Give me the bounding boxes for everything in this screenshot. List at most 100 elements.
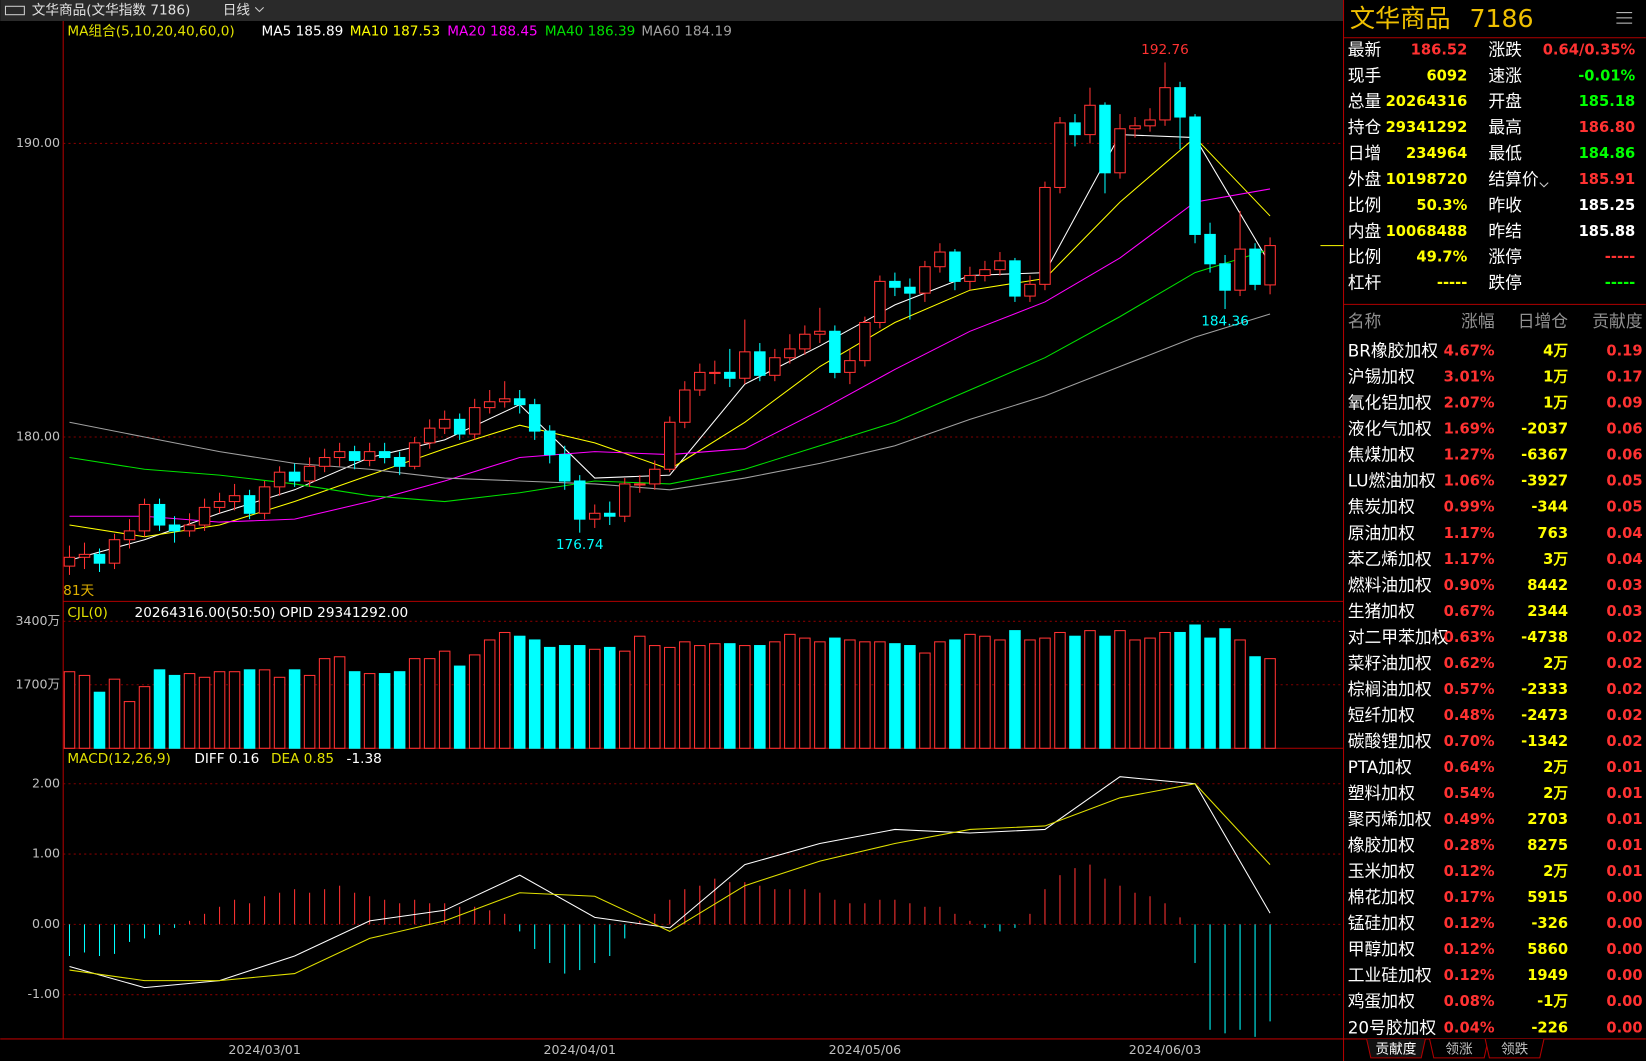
- candle-body: [949, 251, 961, 282]
- component-cell: 2万: [1543, 863, 1568, 880]
- volume-bar: [844, 639, 856, 749]
- candle-body: [784, 348, 796, 359]
- component-cell: -4738: [1521, 629, 1568, 646]
- volume-bar: [799, 637, 811, 749]
- volume-bar: [153, 669, 166, 749]
- x-tick-label: 2024/04/01: [543, 1042, 616, 1057]
- menu-icon[interactable]: [4, 5, 25, 16]
- component-cell: 0.01: [1606, 785, 1642, 802]
- quote-value: 185.91: [1579, 171, 1636, 188]
- component-cell: 0.02: [1606, 707, 1642, 724]
- component-cell: 1.17%: [1444, 551, 1495, 568]
- candle-body: [498, 398, 511, 403]
- volume-bar: [1114, 630, 1126, 749]
- volume-bar: [694, 645, 706, 749]
- component-cell: 0.00: [1606, 915, 1642, 932]
- quote-label: 总量: [1348, 91, 1382, 111]
- candle-body: [63, 556, 76, 567]
- legend-entry: MA20 188.45: [447, 23, 537, 39]
- column-header[interactable]: 名称: [1348, 311, 1382, 331]
- quote-label: 比例: [1348, 195, 1382, 215]
- candle-body: [453, 418, 466, 435]
- top-bar: [0, 0, 1344, 21]
- volume-bar: [63, 671, 76, 749]
- volume-bar: [829, 637, 841, 749]
- indicator-title[interactable]: MACD(12,26,9): [67, 751, 170, 767]
- quote-label: 最高: [1488, 117, 1522, 137]
- legend-name: DEA: [271, 751, 300, 767]
- candle-body: [934, 251, 946, 268]
- y-tick-label: 1700万: [15, 676, 60, 691]
- component-cell: 沪锡加权: [1348, 367, 1415, 387]
- indicator-title[interactable]: CJL(0): [67, 605, 107, 621]
- list-icon[interactable]: [1616, 12, 1633, 24]
- quote-value: -----: [1605, 275, 1635, 292]
- quote-label: 日增: [1348, 143, 1382, 163]
- volume-bar: [243, 669, 256, 749]
- component-cell: 苯乙烯加权: [1348, 549, 1432, 569]
- volume-bar: [1039, 637, 1051, 749]
- volume-bar: [814, 641, 826, 749]
- volume-bar: [1054, 631, 1066, 749]
- component-cell: -2473: [1521, 707, 1568, 724]
- window-title: 文华商品(文华指数 7186): [32, 2, 191, 18]
- candle-body: [333, 451, 346, 459]
- candle-body: [438, 418, 451, 429]
- candle-body: [844, 360, 856, 373]
- extreme-label: 184.36: [1201, 314, 1249, 330]
- tab-label[interactable]: 领跌: [1501, 1041, 1529, 1057]
- component-cell: 0.04: [1606, 525, 1642, 542]
- legend-value: 184.19: [684, 23, 732, 39]
- quote-label: 速涨: [1488, 65, 1522, 85]
- volume-bar: [949, 639, 961, 749]
- tab-label[interactable]: 领涨: [1445, 1041, 1473, 1057]
- candle-body: [859, 321, 871, 362]
- tab-outline[interactable]: [1484, 1038, 1545, 1059]
- legend-name: MA5: [262, 23, 292, 39]
- volume-bar: [1264, 658, 1276, 749]
- component-cell: -1万: [1537, 993, 1568, 1010]
- candle-body: [829, 330, 841, 373]
- component-cell: 1万: [1543, 369, 1568, 386]
- tab-label[interactable]: 贡献度: [1376, 1041, 1417, 1057]
- volume-bar: [528, 639, 541, 749]
- volume-bar: [979, 635, 991, 749]
- candle-body: [198, 506, 211, 526]
- volume-bar: [543, 646, 556, 749]
- volume-bar: [348, 671, 361, 749]
- x-tick-label: 2024/06/03: [1129, 1042, 1202, 1057]
- component-cell: 0.08%: [1444, 993, 1495, 1010]
- volume-bar: [1024, 639, 1036, 749]
- column-header[interactable]: 涨幅: [1461, 311, 1495, 331]
- indicator-title[interactable]: MA组合(5,10,20,40,60,0): [67, 23, 234, 39]
- legend-name: MA10: [350, 23, 388, 39]
- indicator-line: [69, 313, 1271, 491]
- quote-value: 186.52: [1411, 41, 1468, 58]
- candle-body: [994, 260, 1006, 271]
- volume-bar: [633, 635, 646, 749]
- component-cell: 甲醇加权: [1348, 939, 1415, 959]
- volume-bar: [423, 658, 436, 749]
- quote-label: 内盘: [1348, 221, 1382, 241]
- quote-label: 涨跌: [1488, 39, 1522, 59]
- period-selector[interactable]: 日线: [223, 2, 251, 18]
- component-cell: -2037: [1521, 421, 1568, 438]
- legend-name: DIFF: [194, 751, 224, 767]
- volume-bar: [664, 646, 676, 749]
- component-cell: 5860: [1527, 941, 1568, 958]
- column-header[interactable]: 贡献度: [1592, 311, 1643, 331]
- component-cell: 0.00: [1606, 1019, 1642, 1036]
- component-cell: 短纤加权: [1348, 705, 1415, 725]
- candle-body: [814, 330, 826, 335]
- y-tick-label: 3400万: [15, 613, 60, 628]
- indicator-info: OPID 29341292.00: [279, 605, 408, 621]
- tab-outline[interactable]: [1429, 1038, 1489, 1059]
- candle-body: [1114, 128, 1126, 174]
- component-cell: 塑料加权: [1348, 783, 1415, 803]
- column-header[interactable]: 日增仓: [1518, 311, 1569, 331]
- component-cell: 5915: [1527, 889, 1568, 906]
- tab-outline[interactable]: [1366, 1038, 1426, 1059]
- component-cell: 2万: [1543, 759, 1568, 776]
- candle-body: [1084, 104, 1096, 136]
